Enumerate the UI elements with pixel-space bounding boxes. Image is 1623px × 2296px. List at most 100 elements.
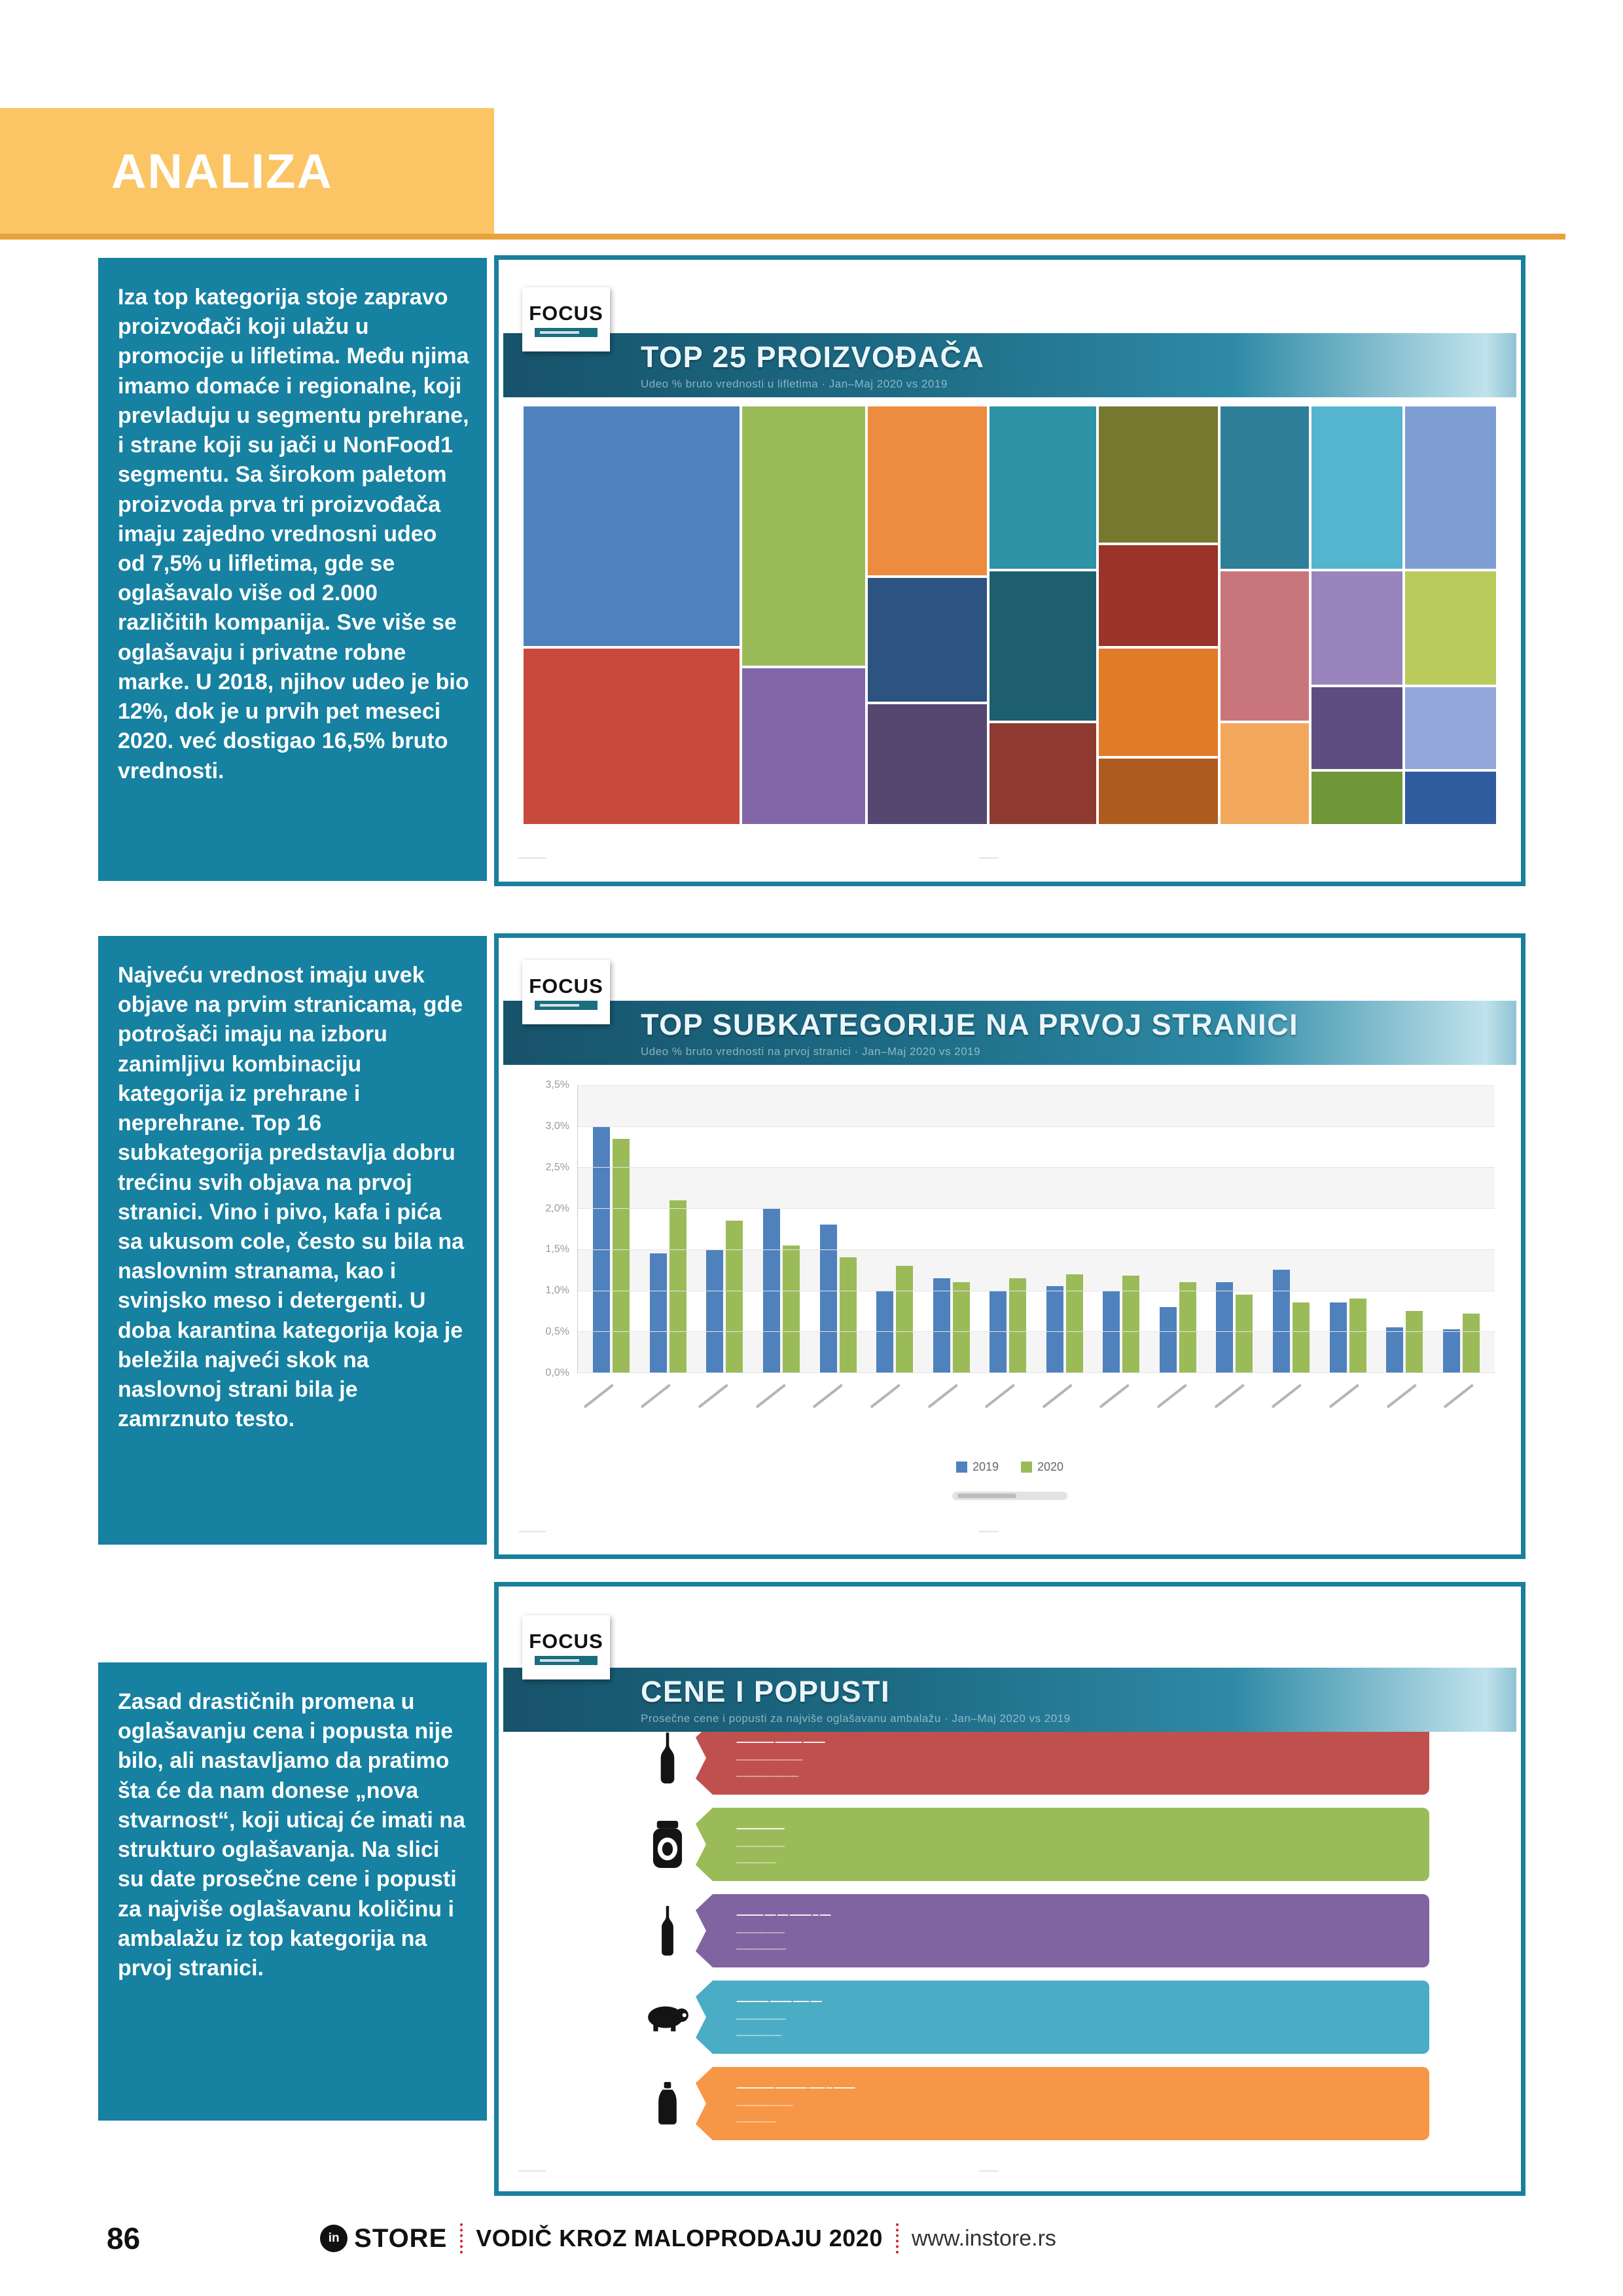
- treemap-block: [1219, 722, 1310, 825]
- treemap-block: [1097, 405, 1220, 544]
- bar-group: [1150, 1085, 1207, 1372]
- price-banner-line: ––––––– ––––: [736, 1926, 785, 1938]
- treemap-block: [866, 702, 989, 825]
- price-banner: –––––– –––– ––– –– ––––––– –– –– ––––––– –…: [696, 1981, 1429, 2054]
- treemap-block: [1097, 757, 1220, 825]
- treemap-block: [866, 405, 989, 577]
- footer-divider: [460, 2223, 463, 2253]
- y-axis-tick: 0,5%: [545, 1326, 569, 1338]
- treemap-canvas: [522, 405, 1497, 825]
- treemap-block: [1403, 770, 1497, 825]
- x-axis-tick: [978, 1378, 1036, 1443]
- chart3-panel: FOCUS CENE I POPUSTI Prosečne cene i pop…: [494, 1582, 1525, 2196]
- bar-groups: [578, 1085, 1495, 1372]
- treemap-block: [1219, 405, 1310, 570]
- wine-bottle-icon: [639, 1732, 696, 1784]
- legend-item: 2019: [955, 1460, 999, 1474]
- chart1-title-banner: TOP 25 PROIZVOĐAČA Udeo % bruto vrednost…: [503, 333, 1516, 397]
- bar-2019: [1159, 1306, 1177, 1372]
- website-url: www.instore.rs: [911, 2225, 1056, 2251]
- bar-2020: [782, 1245, 800, 1372]
- y-axis-tick: 2,5%: [545, 1161, 569, 1173]
- x-axis-tick: [921, 1378, 979, 1443]
- page-footer: 86 in STORE VODIČ KROZ MALOPRODAJU 2020 …: [0, 2215, 1623, 2261]
- price-banner-line: ––––––– ––: [736, 1856, 776, 1868]
- bar-group: [696, 1085, 753, 1372]
- bar-2020: [1406, 1310, 1423, 1372]
- x-axis-tick: [1036, 1378, 1094, 1443]
- page-title: ANALIZA: [111, 143, 333, 198]
- treemap-block: [1403, 569, 1497, 687]
- bar-group: [866, 1085, 923, 1372]
- treemap-block: [1310, 686, 1404, 770]
- price-banner-line: ––––––– ––: [736, 2115, 776, 2127]
- price-banner: ––––––– –––––– ––– – –––– ––––––––– –––– –…: [696, 2067, 1429, 2140]
- treemap-block: [988, 722, 1098, 825]
- bar-2019: [706, 1249, 724, 1372]
- bar-group: [923, 1085, 980, 1372]
- x-axis-tick: [1150, 1378, 1208, 1443]
- x-axis-tick: [692, 1378, 749, 1443]
- bar-2019: [1442, 1329, 1460, 1372]
- beer-bottle-icon: [639, 1905, 696, 1956]
- text-block-producers: Iza top kategorija stoje zapravo proizvo…: [98, 258, 487, 881]
- price-banner-row: ––––––– ––––– –––– ––––––––– –– –––– –––––…: [639, 1721, 1429, 1795]
- bar-2020: [669, 1200, 687, 1372]
- chart2-subtitle: Udeo % bruto vrednosti na prvoj stranici…: [641, 1045, 981, 1058]
- bar-2020: [613, 1138, 630, 1372]
- x-axis-tick: [1437, 1378, 1495, 1443]
- header-banner: ANALIZA: [0, 108, 494, 234]
- bar-group: [1433, 1085, 1489, 1372]
- bar-group: [980, 1085, 1037, 1372]
- page-number: 86: [107, 2221, 141, 2255]
- price-banner: ––––––– ––––– –––– ––––––––– –– –––– –––––…: [696, 1721, 1429, 1795]
- bar-group: [1206, 1085, 1263, 1372]
- x-axis-tick: [807, 1378, 865, 1443]
- instore-logo-text: STORE: [354, 2223, 448, 2253]
- pig-icon: [639, 2000, 696, 2034]
- chart3-subtitle: Prosečne cene i popusti za najviše oglaš…: [641, 1712, 1071, 1725]
- bar-2020: [1009, 1278, 1027, 1372]
- price-banner-line: ––––––– ––––: [736, 1840, 785, 1852]
- bar-2019: [1329, 1302, 1347, 1372]
- text-block-prices: Zasad drastičnih promena u oglašavanju c…: [98, 1662, 487, 2121]
- chart1-panel: FOCUS TOP 25 PROIZVOĐAČA Udeo % bruto vr…: [494, 255, 1525, 886]
- price-banner-row: ––––––– –––––– ––– – –––– ––––––––– –––– –…: [639, 2067, 1429, 2140]
- chart1-copyright-note: ––– –: [979, 852, 999, 863]
- chart2-source-note: –––– ––: [518, 1526, 546, 1537]
- bar-2020: [1065, 1274, 1083, 1372]
- x-axis-tick: [1380, 1378, 1438, 1443]
- price-banner-line: –––––––– –––– ––: [736, 1770, 798, 1782]
- chart1-source-note: –––– ––: [518, 852, 546, 863]
- chart3-title: CENE I POPUSTI: [641, 1674, 891, 1708]
- price-banner-line: ––––– –––– ––: [736, 1943, 786, 1954]
- coffee-jar-icon: [639, 1821, 696, 1868]
- treemap-block: [1219, 569, 1310, 723]
- focus-logo-bar: [535, 1656, 597, 1665]
- bar-group: [1093, 1085, 1150, 1372]
- y-axis-tick: 1,0%: [545, 1285, 569, 1297]
- treemap-block: [1403, 405, 1497, 570]
- bar-2020: [1179, 1282, 1196, 1372]
- focus-logo: FOCUS: [522, 287, 610, 351]
- price-banner-line: –––––– –––– ––– ––: [736, 1994, 822, 2007]
- bar-legend: 2019 2020: [499, 1460, 1521, 1474]
- bar-2019: [1046, 1286, 1063, 1372]
- treemap-block: [988, 569, 1098, 723]
- chart3-copyright-note: ––– –: [979, 2165, 999, 2176]
- chart2-title: TOP SUBKATEGORIJE NA PRVOJ STRANICI: [641, 1007, 1299, 1041]
- chart3-source-note: –––– ––: [518, 2165, 546, 2176]
- y-axis-tick: 3,0%: [545, 1120, 569, 1132]
- bar-2019: [1386, 1327, 1404, 1372]
- y-axis-tick: 1,5%: [545, 1244, 569, 1255]
- bar-group: [640, 1085, 697, 1372]
- treemap-block: [866, 576, 989, 703]
- bar-2020: [839, 1257, 857, 1372]
- bar-yaxis: 3,5% 3,0% 2,5% 2,0% 1,5% 1,0% 0,5% 0,0%: [522, 1079, 573, 1378]
- treemap-block: [740, 405, 866, 667]
- price-banner-line: ––––– –– –– –––– – ––: [736, 1907, 831, 1921]
- treemap-block: [522, 647, 741, 825]
- bar-group: [1263, 1085, 1320, 1372]
- bar-2020: [1122, 1276, 1140, 1372]
- bar-group: [810, 1085, 866, 1372]
